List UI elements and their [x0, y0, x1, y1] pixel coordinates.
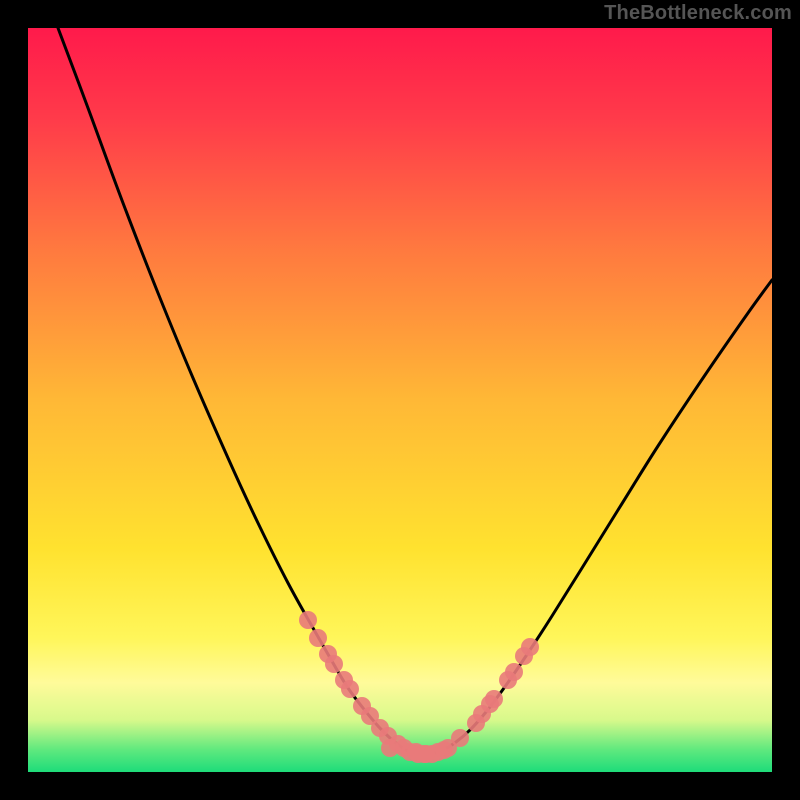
- chart-frame: TheBottleneck.com: [0, 0, 800, 800]
- scatter-point: [485, 690, 503, 708]
- scatter-point: [521, 638, 539, 656]
- scatter-point: [309, 629, 327, 647]
- scatter-point: [341, 680, 359, 698]
- scatter-point: [505, 663, 523, 681]
- scatter-point: [451, 729, 469, 747]
- watermark-text: TheBottleneck.com: [604, 2, 792, 25]
- chart-svg: [28, 28, 772, 772]
- plot-area: [28, 28, 772, 772]
- scatter-point: [325, 655, 343, 673]
- scatter-point: [299, 611, 317, 629]
- bottleneck-curve: [58, 28, 772, 754]
